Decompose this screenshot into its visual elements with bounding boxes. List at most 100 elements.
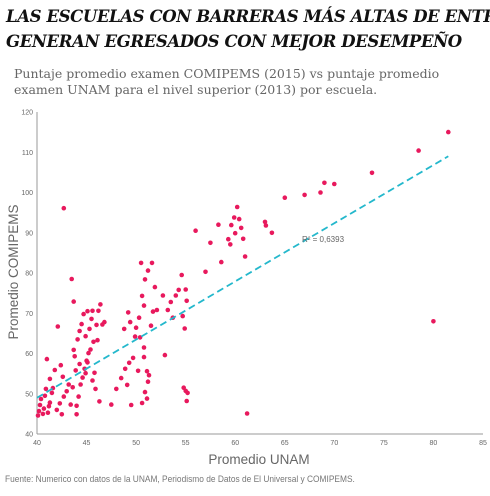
data-point <box>60 374 66 380</box>
data-point <box>114 386 119 392</box>
data-point <box>135 368 141 374</box>
data-point <box>61 394 67 399</box>
data-point <box>75 337 80 342</box>
data-point <box>46 403 52 409</box>
x-axis-label: Promedio UNAM <box>208 452 309 467</box>
data-point <box>139 293 145 299</box>
trendline <box>36 155 449 399</box>
data-point <box>138 260 144 266</box>
data-point <box>90 378 95 383</box>
data-point <box>133 325 139 331</box>
chart-subtitle: Puntaje promedio examen COMIPEMS (2015) … <box>14 66 440 97</box>
data-point <box>219 259 224 265</box>
data-point <box>96 308 101 314</box>
r-squared-label: R² = 0,6393 <box>302 235 345 244</box>
trendline-group <box>36 155 449 399</box>
data-point <box>76 394 81 399</box>
data-point <box>162 352 168 358</box>
data-point <box>193 228 198 233</box>
data-point <box>66 382 71 387</box>
x-tick-label: 80 <box>430 440 438 447</box>
y-axis-label: Promedio COMIPEMS <box>6 204 21 339</box>
data-point <box>236 216 242 222</box>
data-point <box>179 272 184 278</box>
data-point <box>118 375 124 381</box>
data-point <box>185 390 190 396</box>
data-point <box>183 287 188 292</box>
data-point <box>144 368 150 374</box>
data-point <box>132 334 138 339</box>
data-point <box>77 361 82 367</box>
x-tick-label: 50 <box>132 440 140 447</box>
data-point <box>226 236 231 242</box>
data-point <box>71 347 76 353</box>
data-point <box>180 313 185 319</box>
data-point <box>109 402 114 407</box>
data-point <box>446 129 451 135</box>
data-point <box>55 324 61 329</box>
data-point <box>228 242 233 247</box>
data-point <box>61 205 67 211</box>
x-tick-label: 85 <box>479 440 487 447</box>
data-point <box>49 390 55 396</box>
data-point <box>45 410 51 416</box>
data-point <box>141 303 147 308</box>
data-point <box>64 389 69 394</box>
data-point <box>269 230 275 236</box>
data-point <box>98 302 103 307</box>
data-point <box>126 360 132 366</box>
data-point <box>145 268 151 273</box>
data-point <box>128 402 134 408</box>
data-point <box>238 225 244 231</box>
data-point <box>229 222 234 228</box>
data-point <box>57 401 63 406</box>
data-point <box>97 399 102 404</box>
data-point <box>184 298 189 304</box>
data-point <box>102 319 107 325</box>
data-point <box>165 307 171 313</box>
data-point <box>83 333 88 339</box>
data-point <box>139 400 145 406</box>
data-point <box>142 389 148 395</box>
data-point <box>127 319 133 325</box>
data-point <box>35 413 41 418</box>
data-point <box>149 260 155 266</box>
x-tick-label: 75 <box>380 440 388 447</box>
data-point <box>90 308 95 314</box>
data-point <box>91 339 96 345</box>
data-point <box>146 372 152 378</box>
data-point <box>89 316 94 322</box>
data-point <box>208 240 213 246</box>
y-tick-label: 50 <box>25 391 33 398</box>
y-tick-label: 100 <box>21 190 33 197</box>
y-tick-label: 40 <box>25 432 33 439</box>
data-point <box>92 370 97 376</box>
data-point <box>150 309 156 314</box>
data-point <box>59 412 65 417</box>
data-point <box>80 375 85 380</box>
chart-axes <box>36 112 483 435</box>
y-tick-label: 70 <box>25 311 33 318</box>
scatter-points <box>35 129 451 418</box>
data-point <box>145 379 151 385</box>
data-point <box>416 148 421 153</box>
data-point <box>85 360 90 365</box>
data-point <box>38 396 44 402</box>
x-tick-label: 40 <box>33 440 41 447</box>
data-point <box>86 350 91 356</box>
data-point <box>40 411 46 417</box>
x-tick-label: 65 <box>281 440 289 447</box>
x-tick-label: 70 <box>330 440 338 447</box>
data-point <box>42 393 48 399</box>
data-point <box>141 345 147 350</box>
data-point <box>52 367 58 373</box>
data-point <box>240 236 246 242</box>
data-point <box>231 215 237 220</box>
source-note: Fuente: Numerico con datos de la UNAM, P… <box>5 474 355 485</box>
data-point <box>85 308 90 314</box>
chart-title-line-2: GENERAN EGRESADOS CON MEJOR DESEMPEÑO <box>6 32 462 51</box>
data-point <box>78 382 83 387</box>
y-tick-label: 60 <box>25 351 33 358</box>
data-point <box>234 204 240 210</box>
